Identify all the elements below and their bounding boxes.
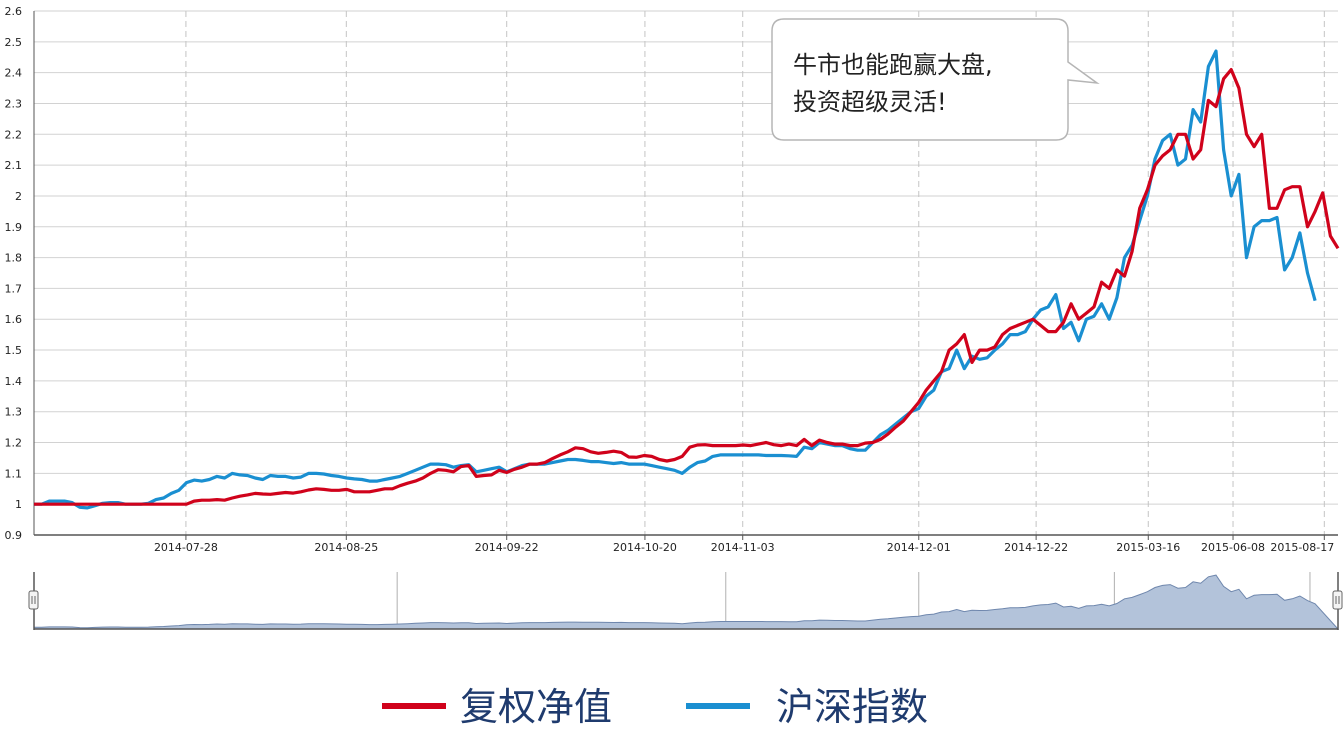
y-tick-label: 1.6 [5, 313, 23, 326]
navigator-area [33, 574, 1340, 630]
y-tick-label: 1.5 [5, 344, 23, 357]
callout-line-2: 投资超级灵活! [793, 88, 947, 116]
y-tick-label: 1.1 [5, 467, 23, 480]
y-tick-label: 2.3 [5, 97, 23, 110]
y-tick-label: 2.5 [5, 36, 23, 49]
y-tick-label: 2.2 [5, 128, 23, 141]
axis-layer: 0.9 1 1.1 1.2 1.3 1.4 1.5 1.6 1.7 1.8 1.9 2 2.1 2.2 2.… [5, 5, 1338, 554]
callout-line-1: 牛市也能跑赢大盘, [793, 51, 993, 79]
series-line-index [34, 49, 1317, 510]
y-tick-label: 2 [15, 190, 22, 203]
y-tick-label: 1.9 [5, 221, 23, 234]
y-tick-label: 1.8 [5, 252, 23, 265]
x-tick-label: 2014-12-22 [1004, 541, 1068, 554]
y-tick-label: 2.6 [5, 5, 23, 18]
y-tick-label: 2.1 [5, 159, 23, 172]
y-tick-label: 1.7 [5, 282, 23, 295]
y-tick-label: 1.4 [5, 375, 23, 388]
grid-layer [34, 10, 1338, 536]
y-tick-label: 2.4 [5, 67, 23, 80]
navigator-handle-right[interactable] [1332, 572, 1343, 630]
x-tick-label: 2014-12-01 [887, 541, 951, 554]
x-tick-label: 2015-03-16 [1116, 541, 1180, 554]
series-line-nav [34, 68, 1340, 506]
x-tick-label: 2014-07-28 [154, 541, 218, 554]
callout-bubble: 牛市也能跑赢大盘, 投资超级灵活! [771, 18, 1100, 141]
legend-label-index: 沪深指数 [776, 685, 928, 728]
y-tick-label: 1 [15, 498, 22, 511]
legend-label-nav: 复权净值 [460, 685, 612, 728]
callout-shape [771, 18, 1100, 141]
series-layer [34, 49, 1340, 510]
x-tick-label: 2014-10-20 [613, 541, 677, 554]
navigator-handle-left[interactable] [28, 572, 39, 630]
x-tick-label: 2014-09-22 [475, 541, 539, 554]
y-tick-label: 1.2 [5, 437, 23, 450]
y-tick-label: 1.3 [5, 406, 23, 419]
x-tick-label: 2014-08-25 [314, 541, 378, 554]
range-navigator[interactable] [28, 572, 1343, 630]
y-tick-label: 0.9 [5, 529, 23, 542]
x-tick-label: 2014-11-03 [711, 541, 775, 554]
legend: 复权净值 沪深指数 [382, 685, 928, 729]
x-tick-label: 2015-08-17 [1270, 541, 1334, 554]
x-tick-label: 2015-06-08 [1201, 541, 1265, 554]
